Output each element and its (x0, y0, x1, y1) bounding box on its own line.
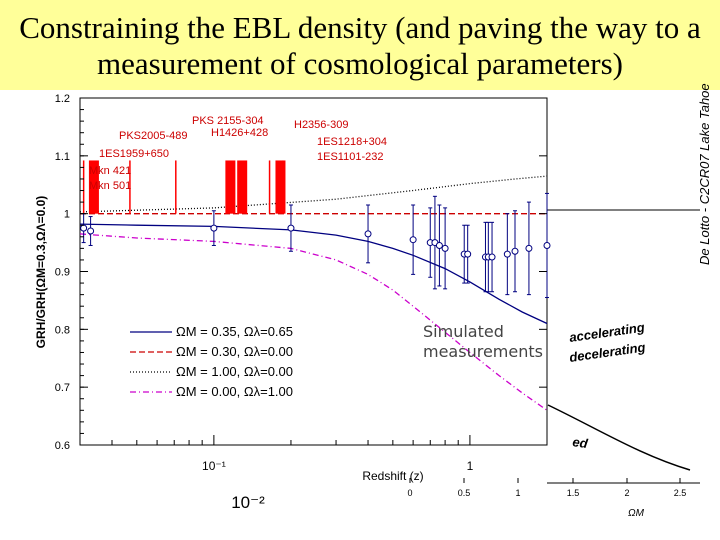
data-point (464, 250, 472, 258)
source-bar (237, 160, 248, 214)
data-point (409, 236, 417, 244)
data-point (435, 241, 443, 249)
y-tick-label: 1.2 (55, 93, 70, 105)
source-label: 1ES1218+304 (317, 136, 387, 148)
data-point (287, 224, 295, 232)
source-bar (88, 160, 99, 214)
source-label: Mkn 501 (89, 180, 131, 192)
title-line-1: Constraining the EBL density (and paving… (19, 10, 701, 45)
y-tick-label: 0.6 (55, 440, 70, 452)
bg-tick-label: 2.5 (674, 488, 687, 498)
y-tick-label: 0.8 (55, 324, 70, 336)
bg-tick-label: 1 (515, 488, 520, 498)
data-point (511, 247, 519, 255)
y-tick-label: 0.7 (55, 382, 70, 394)
source-label: PKS2005-489 (119, 130, 188, 142)
bg-curve (547, 404, 691, 471)
x-tick-label: 10⁻¹ (202, 459, 226, 473)
data-point (441, 244, 449, 252)
legend-label: ΩM = 1.00, Ωλ=0.00 (176, 364, 293, 379)
data-point (87, 227, 95, 235)
data-point (364, 230, 372, 238)
source-bar (275, 160, 286, 214)
y-tick-label: 1 (64, 209, 70, 221)
axes: 0.6 0.7 0.8 0.9 1 1.1 1.2 10⁻¹ 1 10⁻² Redshift (z)… (34, 93, 548, 512)
legend-label: ΩM = 0.00, Ωλ=1.00 (176, 384, 293, 399)
data-point (488, 253, 496, 261)
data-points (80, 192, 551, 299)
model-curve-3 (79, 175, 548, 213)
bg-tick-label: 0 (407, 488, 412, 498)
x-tick-label: 1 (467, 459, 474, 473)
plot-frame (79, 97, 548, 446)
data-point (80, 224, 88, 232)
data-point (543, 241, 551, 249)
source-label: H2356-309 (294, 119, 348, 131)
source-label: H1426+428 (211, 127, 268, 139)
title-band (0, 0, 720, 90)
data-point (525, 244, 533, 252)
y-tick-label: 0.9 (55, 267, 70, 279)
slide-title: Constraining the EBL density (and paving… (0, 10, 720, 82)
legend-label: ΩM = 0.35, Ωλ=0.65 (176, 324, 293, 339)
bg-tick-label: 0.5 (458, 488, 471, 498)
source-bars (82, 160, 286, 214)
bg-tick-label: 1.5 (567, 488, 580, 498)
y-axis-title: GRH/GRH(ΩM=0.3,ΩΛ=0.0) (34, 196, 48, 349)
bg-axis-label: ΩM (628, 508, 645, 519)
bg-label-ed: ed (572, 434, 590, 451)
bg-tick-label: 2 (624, 488, 629, 498)
x-axis-title: Redshift (z) (362, 469, 423, 483)
source-label: Mkn 421 (89, 165, 131, 177)
source-label: PKS 2155-304 (192, 115, 264, 127)
source-label: 1ES1101-232 (317, 151, 383, 163)
source-labels: Mkn 421 Mkn 501 1ES1959+650 PKS2005-489 PKS … (89, 115, 387, 192)
title-line-2: measurement of cosmological parameters) (97, 46, 623, 81)
legend: ΩM = 0.35, Ωλ=0.65 ΩM = 0.30, Ωλ=0.00 ΩM =… (130, 324, 293, 399)
source-bar (225, 160, 236, 214)
simulated-measurements-label: Simulated measurements (423, 322, 543, 361)
x-extra-label: 10⁻² (231, 493, 265, 512)
source-label: 1ES1959+650 (99, 148, 169, 160)
data-point (210, 224, 218, 232)
y-tick-label: 1.1 (55, 151, 70, 163)
data-point (503, 250, 511, 258)
legend-label: ΩM = 0.30, Ωλ=0.00 (176, 344, 293, 359)
